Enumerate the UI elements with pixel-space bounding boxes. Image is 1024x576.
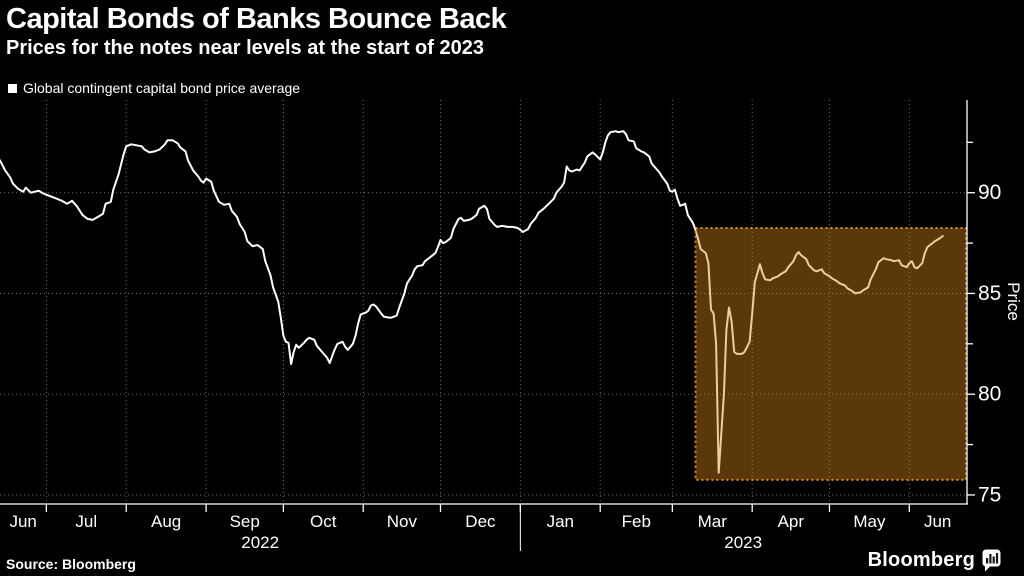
x-month-label: May (853, 512, 886, 531)
y-tick-label: 90 (978, 181, 1001, 204)
x-month-label: Mar (698, 512, 728, 531)
x-month-label: Jan (547, 512, 574, 531)
legend-square-marker-icon (8, 83, 17, 93)
source-attribution: Source: Bloomberg (6, 556, 136, 572)
x-month-label: Dec (465, 512, 496, 531)
chart-title: Capital Bonds of Banks Bounce Back (6, 3, 507, 35)
x-month-label: Oct (310, 512, 337, 531)
x-month-label: Sep (230, 512, 260, 531)
bloomberg-logo-text: Bloomberg (867, 549, 975, 571)
x-month-label: Jun (9, 512, 36, 531)
x-month-label: Feb (622, 512, 651, 531)
legend-label: Global contingent capital bond price ave… (23, 80, 301, 96)
price-line-series (0, 130, 944, 474)
legend: Global contingent capital bond price ave… (8, 80, 300, 96)
x-year-label: 2022 (241, 533, 279, 552)
x-year-label: 2023 (724, 533, 762, 552)
highlight-region-box (694, 226, 968, 481)
x-month-label: Jun (924, 512, 951, 531)
chart-subtitle: Prices for the notes near levels at the … (6, 37, 484, 59)
bloomberg-logo: Bloomberg (868, 549, 1001, 572)
y-axis-title: Price (1004, 282, 1023, 321)
x-month-label: Nov (387, 512, 418, 531)
x-month-label: Jul (75, 512, 97, 531)
x-month-label: Apr (778, 512, 805, 531)
bloomberg-bubble-bars-icon (982, 549, 1001, 572)
y-tick-label: 80 (978, 383, 1001, 406)
y-tick-label: 85 (978, 282, 1001, 305)
x-month-label: Aug (151, 512, 181, 531)
y-tick-label: 75 (978, 483, 1001, 506)
